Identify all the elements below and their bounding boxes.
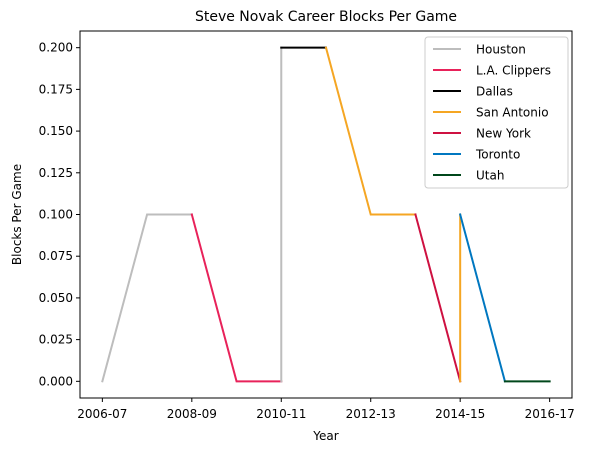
series-layer	[101, 46, 551, 383]
y-tick-label: 0.200	[39, 41, 73, 55]
y-tick-label: 0.025	[39, 333, 73, 347]
x-axis-label: Year	[312, 429, 338, 443]
y-tick-label: 0.050	[39, 291, 73, 305]
x-tick-label: 2012-13	[346, 407, 396, 421]
y-tick-label: 0.175	[39, 82, 73, 96]
series-line-toronto-7	[458, 213, 507, 383]
chart-title: Steve Novak Career Blocks Per Game	[195, 9, 457, 25]
y-tick-label: 0.150	[39, 124, 73, 138]
x-tick-label: 2008-09	[167, 407, 217, 421]
legend-label-dallas: Dallas	[476, 85, 513, 99]
x-tick-label: 2016-17	[525, 407, 575, 421]
y-tick-label: 0.100	[39, 208, 73, 222]
legend-box	[424, 36, 569, 189]
legend-label-new-york: New York	[476, 127, 531, 141]
series-line-san-antonio-4	[324, 46, 417, 216]
y-tick-label: 0.000	[39, 374, 73, 388]
legend-label-utah: Utah	[476, 169, 504, 183]
y-axis-label: Blocks Per Game	[10, 164, 24, 265]
x-tick-label: 2006-07	[77, 407, 127, 421]
series-line-new-york-5	[414, 213, 462, 383]
y-tick-label: 0.075	[39, 249, 73, 263]
x-tick-label: 2010-11	[256, 407, 306, 421]
series-line-l-a-clippers-1	[190, 213, 283, 383]
legend-label-toronto: Toronto	[475, 148, 520, 162]
y-tick-label: 0.125	[39, 166, 73, 180]
legend-label-houston: Houston	[476, 43, 526, 57]
legend: Houston L.A. Clippers Dallas San Antonio New…	[424, 36, 569, 189]
x-tick-label: 2014-15	[435, 407, 485, 421]
y-axis: 0.000 0.025 0.050 0.075 0.100 0.125 0.150 0.175…	[39, 41, 80, 388]
legend-items: Houston L.A. Clippers Dallas San Antonio New…	[433, 43, 551, 183]
x-axis: 2006-07 2008-09 2010-11 2012-13 2014-15 2016-…	[77, 398, 575, 421]
series-line-houston-0	[101, 213, 193, 383]
legend-label-l-a-clippers: L.A. Clippers	[476, 64, 551, 78]
legend-label-san-antonio: San Antonio	[476, 106, 549, 120]
